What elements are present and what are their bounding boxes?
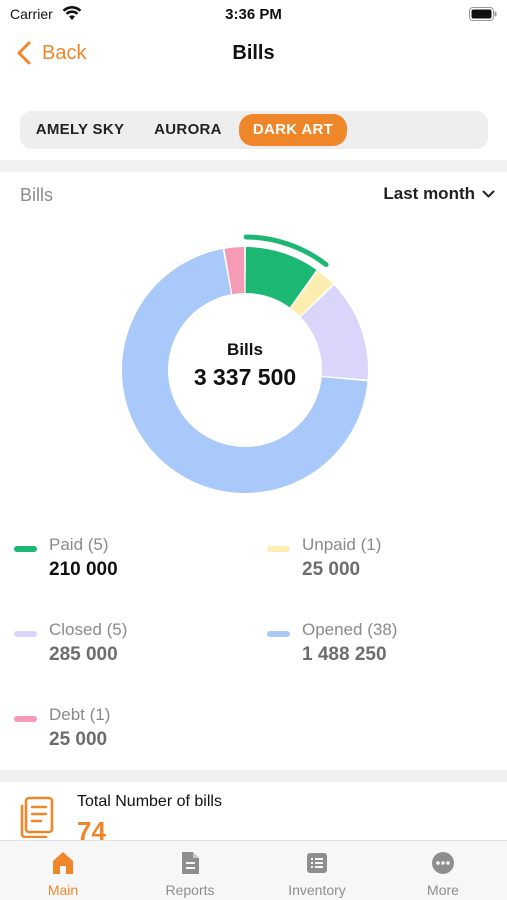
more-icon xyxy=(432,852,454,874)
legend-name: Paid (5) xyxy=(49,535,109,554)
tab-label: More xyxy=(427,882,459,898)
battery-icon xyxy=(469,7,497,21)
venue-segment-control: AMELY SKY AURORA DARK ART xyxy=(20,111,488,149)
document-icon xyxy=(20,796,54,838)
bills-donut-chart xyxy=(121,234,368,493)
legend-value: 210 000 xyxy=(49,559,118,580)
legend-opened[interactable]: Opened (38) 1 488 250 xyxy=(267,620,497,680)
tab-reports[interactable]: Reports xyxy=(127,841,253,900)
tab-label: Inventory xyxy=(288,882,346,898)
status-bar: Carrier 3:36 PM xyxy=(0,0,507,28)
legend-name: Opened (38) xyxy=(302,620,398,639)
total-bills-label: Total Number of bills xyxy=(77,793,222,810)
legend-swatch xyxy=(14,631,37,637)
report-icon xyxy=(182,852,199,874)
legend-name: Closed (5) xyxy=(49,620,128,639)
legend-value: 25 000 xyxy=(49,729,108,750)
tab-more[interactable]: More xyxy=(380,841,506,900)
clock: 3:36 PM xyxy=(225,6,282,23)
section-divider xyxy=(0,770,507,782)
legend-swatch xyxy=(267,546,290,552)
legend-paid[interactable]: Paid (5) 210 000 xyxy=(14,535,244,595)
legend-swatch xyxy=(14,546,37,552)
donut-slice-closed[interactable] xyxy=(300,285,368,380)
chevron-down-icon xyxy=(482,190,495,197)
total-bills-card[interactable]: Total Number of bills 74 xyxy=(0,782,507,840)
donut-selection-arc xyxy=(243,234,329,268)
legend-swatch xyxy=(14,716,37,722)
legend-value: 1 488 250 xyxy=(302,644,387,665)
wifi-icon xyxy=(62,5,82,20)
back-button[interactable]: Back xyxy=(14,38,86,68)
legend-swatch xyxy=(267,631,290,637)
tab-bar: Main Reports Inventory More xyxy=(0,840,507,900)
total-bills-value: 74 xyxy=(77,816,106,840)
carrier-label: Carrier xyxy=(10,6,53,22)
donut-slice-opened[interactable] xyxy=(121,249,368,493)
tab-label: Main xyxy=(47,882,79,898)
period-dropdown[interactable]: Last month xyxy=(383,184,495,204)
donut-center-label: Bills xyxy=(227,340,263,359)
legend-value: 285 000 xyxy=(49,644,118,665)
donut-slice-unpaid[interactable] xyxy=(290,271,333,317)
back-label: Back xyxy=(42,41,87,64)
donut-slice-debt[interactable] xyxy=(224,247,245,295)
legend-name: Debt (1) xyxy=(49,705,111,724)
legend-unpaid[interactable]: Unpaid (1) 25 000 xyxy=(267,535,497,595)
donut-center-value: 3 337 500 xyxy=(193,364,297,390)
page-title: Bills xyxy=(232,42,275,64)
segment-aurora[interactable]: AURORA xyxy=(154,121,222,138)
list-icon xyxy=(307,853,327,873)
bills-section-title: Bills xyxy=(20,185,54,205)
nav-bar: Back Bills xyxy=(0,30,507,76)
segment-dark-art[interactable]: DARK ART xyxy=(239,114,347,146)
section-divider xyxy=(0,160,507,172)
home-icon xyxy=(53,852,73,874)
donut-slice-paid[interactable] xyxy=(245,247,317,308)
legend-name: Unpaid (1) xyxy=(302,535,382,554)
tab-label: Reports xyxy=(165,882,215,898)
tab-inventory[interactable]: Inventory xyxy=(254,841,380,900)
segment-amely-sky[interactable]: AMELY SKY xyxy=(35,121,125,138)
period-label: Last month xyxy=(383,184,475,203)
legend-value: 25 000 xyxy=(302,559,361,580)
chevron-left-icon xyxy=(17,41,31,65)
tab-main[interactable]: Main xyxy=(0,841,126,900)
legend-closed[interactable]: Closed (5) 285 000 xyxy=(14,620,244,680)
legend-debt[interactable]: Debt (1) 25 000 xyxy=(14,705,244,765)
